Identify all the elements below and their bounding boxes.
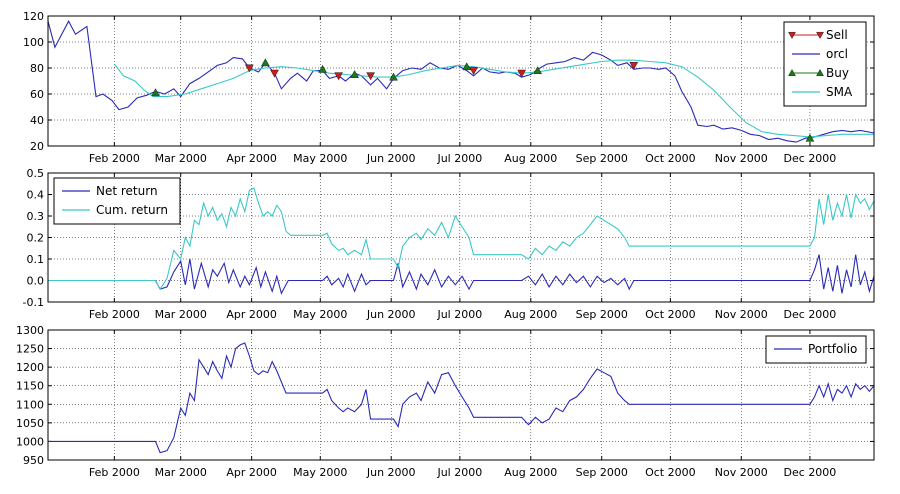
x-tick-label: Nov 2000	[715, 466, 768, 479]
series-group	[48, 20, 874, 143]
x-tick-label: Jun 2000	[366, 308, 416, 321]
y-tick-label: 1000	[16, 435, 44, 448]
sell-marker	[270, 69, 279, 78]
x-tick-label: Dec 2000	[784, 466, 837, 479]
panel-2: Feb 2000 Mar 2000 Apr 2000 May 2000 Jun 2000…	[23, 167, 875, 321]
buy-marker	[261, 58, 270, 67]
legend-label: SMA	[826, 85, 853, 99]
y-tick-label: 1200	[16, 361, 44, 374]
y-tick-label: 60	[30, 88, 44, 101]
y-tick-label: 1050	[16, 417, 44, 430]
x-tick-label: Apr 2000	[226, 466, 277, 479]
x-tick-label: Dec 2000	[784, 308, 837, 321]
series-line-orcl	[48, 20, 874, 143]
sell-marker	[629, 62, 639, 70]
panel-1: Feb 2000 Mar 2000 Apr 2000 May 2000 Jun 2000…	[23, 10, 875, 165]
x-tick-label: Feb 2000	[89, 308, 140, 321]
x-tick-label: Aug 2000	[504, 466, 557, 479]
legend-label: Cum. return	[96, 203, 168, 217]
x-tick-label: Oct 2000	[645, 466, 696, 479]
y-tick-label: 80	[30, 62, 44, 75]
series-group	[48, 187, 874, 295]
y-tick-label: 0.1	[27, 253, 45, 266]
series-line-sma	[113, 59, 874, 138]
series-group	[48, 342, 874, 454]
series-line-portfolio	[48, 342, 874, 454]
legend: Portfolio	[765, 335, 867, 364]
x-tick-label: Jun 2000	[366, 152, 416, 165]
y-tick-label: 40	[30, 114, 44, 127]
buy-marker	[389, 72, 398, 81]
buy-marker	[350, 70, 359, 78]
x-tick-label: Jul 2000	[436, 152, 482, 165]
axes-frame	[47, 15, 875, 147]
legend-label: Portfolio	[808, 342, 857, 356]
y-tick-label: 0.5	[27, 167, 45, 180]
buy-marker	[805, 133, 815, 142]
legend-marker	[816, 69, 824, 77]
legend-box	[53, 177, 181, 225]
axes-frame	[47, 329, 875, 461]
legend: Sell orcl Buy SMA	[783, 21, 867, 107]
legend-label: Net return	[96, 184, 158, 198]
x-tick-label: May 2000	[293, 308, 347, 321]
y-tick-label: 100	[23, 36, 44, 49]
legend-marker	[788, 69, 796, 77]
sell-marker	[334, 72, 343, 81]
x-tick-label: Dec 2000	[784, 152, 837, 165]
x-tick-label: Apr 2000	[226, 308, 277, 321]
x-tick-label: Jun 2000	[366, 466, 416, 479]
legend-marker	[816, 32, 824, 39]
legend-label: Sell	[826, 28, 848, 42]
x-tick-label: Sep 2000	[576, 152, 628, 165]
sell-marker	[469, 67, 478, 76]
axes-frame	[47, 172, 875, 303]
y-tick-label: 0.2	[27, 232, 45, 245]
y-tick-label: 1250	[16, 343, 44, 356]
y-tick-label: 0.4	[27, 189, 45, 202]
y-tick-label: 1300	[16, 324, 44, 337]
series-line-cum-return	[48, 187, 874, 291]
legend-label: orcl	[826, 47, 848, 61]
legend-marker	[788, 32, 796, 39]
x-tick-label: Oct 2000	[645, 152, 696, 165]
x-tick-label: Sep 2000	[576, 308, 628, 321]
x-tick-label: Sep 2000	[576, 466, 628, 479]
x-tick-label: Jul 2000	[436, 308, 482, 321]
x-tick-label: Mar 2000	[155, 152, 207, 165]
y-tick-label: 0.0	[27, 275, 45, 288]
series-line-net-return	[48, 254, 874, 295]
y-tick-label: 950	[23, 454, 44, 467]
y-tick-label: -0.1	[23, 296, 44, 309]
legend-label: Buy	[826, 66, 849, 80]
buy-marker	[318, 64, 327, 73]
x-tick-label: Jul 2000	[436, 466, 482, 479]
x-tick-label: Nov 2000	[715, 152, 768, 165]
y-tick-label: 120	[23, 10, 44, 23]
x-tick-label: Feb 2000	[89, 152, 140, 165]
y-tick-label: 1100	[16, 398, 44, 411]
buy-marker	[533, 66, 542, 75]
sell-marker	[517, 69, 526, 78]
y-tick-label: 20	[30, 140, 44, 153]
x-tick-label: May 2000	[293, 152, 347, 165]
x-tick-label: Feb 2000	[89, 466, 140, 479]
x-tick-label: Nov 2000	[715, 308, 768, 321]
x-tick-label: Apr 2000	[226, 152, 277, 165]
x-tick-label: Mar 2000	[155, 308, 207, 321]
buy-marker	[462, 62, 472, 71]
sell-marker	[245, 64, 254, 73]
x-tick-label: Mar 2000	[155, 466, 207, 479]
x-tick-label: Oct 2000	[645, 308, 696, 321]
y-tick-label: 0.3	[27, 210, 45, 223]
panel-3: Feb 2000 Mar 2000 Apr 2000 May 2000 Jun 2000…	[16, 324, 875, 479]
sell-marker	[366, 72, 375, 81]
y-tick-label: 1150	[16, 380, 44, 393]
x-tick-label: Aug 2000	[504, 152, 557, 165]
buy-marker	[151, 88, 160, 97]
x-tick-label: Aug 2000	[504, 308, 557, 321]
legend: Net return Cum. return	[53, 177, 181, 225]
x-tick-label: May 2000	[293, 466, 347, 479]
